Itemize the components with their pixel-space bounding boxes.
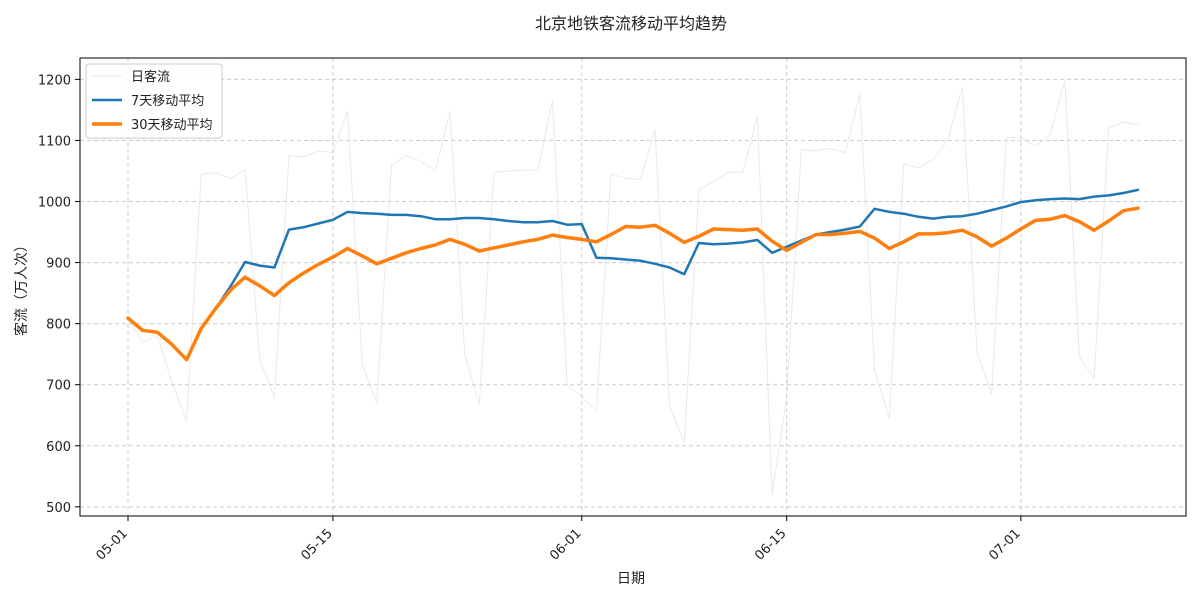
y-tick-label: 1200: [38, 73, 71, 88]
plot-frame: [79, 57, 1187, 517]
y-tick-label: 800: [46, 318, 71, 333]
chart-title: 北京地铁客流移动平均趋势: [535, 14, 727, 33]
y-axis-title: 客流（万人次）: [13, 238, 30, 336]
legend-label-7day: 7天移动平均: [131, 94, 204, 109]
x-tick-label: 06-01: [547, 526, 584, 563]
legend-label-daily: 日客流: [131, 69, 170, 85]
legend-label-30day: 30天移动平均: [131, 118, 213, 133]
y-tick-label: 700: [46, 379, 71, 394]
y-tick-label: 1000: [38, 196, 71, 211]
x-tick-label: 05-15: [298, 526, 335, 563]
legend-box: [85, 63, 223, 139]
series-line-7day: [126, 188, 1140, 361]
y-tick-label: 900: [46, 257, 71, 272]
y-tick-label: 600: [46, 440, 71, 455]
grid: [80, 58, 1186, 516]
x-tick-label: 05-01: [94, 526, 131, 563]
legend: 日客流 7天移动平均 30天移动平均: [85, 63, 223, 139]
tick-layer: 500 600 700 800 900 1000 1100 1200 05-01 05-15 06-…: [38, 73, 1024, 563]
series-line-30day: [126, 206, 1140, 362]
series-layer: [126, 80, 1140, 496]
x-axis-title: 日期: [617, 571, 645, 587]
x-tick-label: 06-15: [752, 526, 789, 563]
y-tick-label: 500: [46, 501, 71, 516]
x-tick-label: 07-01: [986, 526, 1023, 563]
series-line-daily: [127, 80, 1139, 496]
y-tick-label: 1100: [38, 134, 71, 149]
